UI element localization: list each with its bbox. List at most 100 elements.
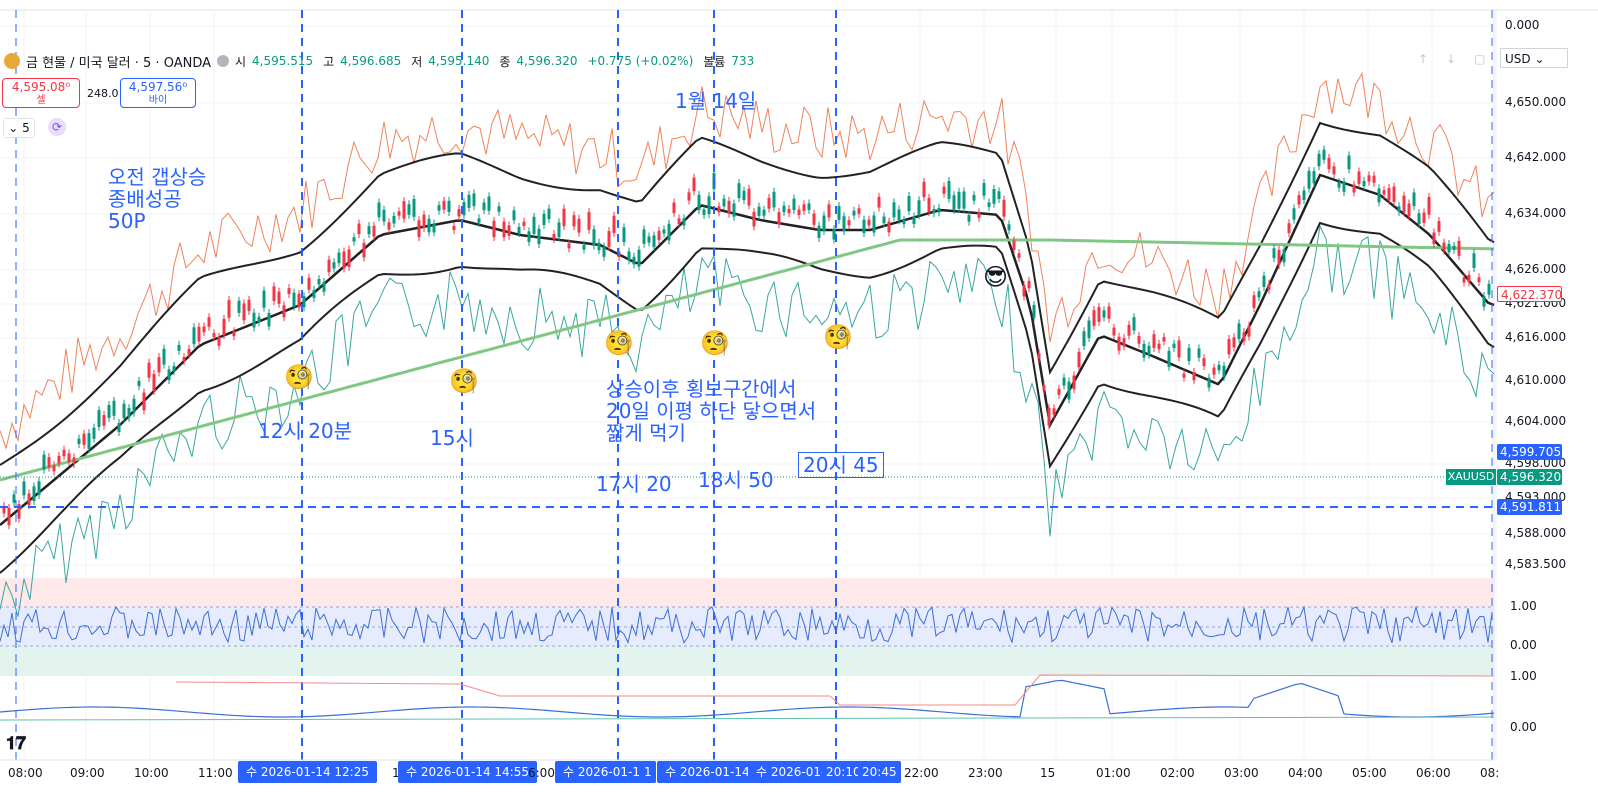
- candle-body: [227, 300, 231, 318]
- scale-controls[interactable]: ↑↓▢: [1418, 52, 1504, 66]
- price-tick-label: 4,583.500: [1505, 557, 1567, 571]
- candle-body: [22, 481, 26, 496]
- candle-body: [167, 369, 171, 381]
- candle-body: [702, 209, 706, 215]
- candle-body: [432, 223, 436, 233]
- candle-body: [527, 231, 531, 243]
- candle-body: [192, 327, 196, 344]
- indicator-tick-label: 1.00: [1510, 599, 1537, 613]
- candle-body: [597, 242, 601, 251]
- candle-body: [427, 218, 431, 233]
- candle-body: [907, 195, 911, 212]
- candle-body: [1077, 351, 1081, 368]
- chevron-down-icon: ⌄: [8, 121, 19, 135]
- candle-body: [632, 256, 636, 265]
- candle-body: [562, 208, 566, 227]
- candle-body: [812, 213, 816, 225]
- candle-body: [1407, 203, 1411, 217]
- time-axis-label: 02:00: [1160, 766, 1195, 780]
- candle-body: [1307, 170, 1311, 189]
- candle-body: [107, 404, 111, 418]
- buy-button[interactable]: 4,597.56⁰ 바이: [120, 78, 196, 108]
- candle-body: [782, 205, 786, 213]
- interval-toggle[interactable]: ⌄ 5: [3, 118, 35, 138]
- indicator2-threshold-line: [175, 674, 1495, 706]
- candle-body: [912, 216, 916, 225]
- market-status-icon: [217, 55, 229, 67]
- candle-body: [277, 291, 281, 304]
- price-tick-label: 4,650.000: [1505, 95, 1567, 109]
- candle-body: [87, 433, 91, 449]
- candle-body: [82, 433, 86, 445]
- candle-body: [367, 226, 371, 235]
- candle-body: [722, 198, 726, 207]
- candle-body: [867, 219, 871, 226]
- candle-body: [52, 465, 56, 472]
- candle-body: [1472, 253, 1476, 269]
- candle-body: [627, 251, 631, 261]
- candle-body: [517, 227, 521, 233]
- candle-body: [27, 493, 31, 506]
- candle-body: [1342, 181, 1346, 192]
- candle-body: [792, 198, 796, 211]
- annotation-1720: 17시 20: [596, 472, 672, 496]
- candle-body: [92, 427, 96, 439]
- candle-body: [897, 209, 901, 221]
- candle-body: [607, 231, 611, 247]
- candle-body: [937, 207, 941, 213]
- candle-body: [1347, 155, 1351, 170]
- candle-body: [1297, 195, 1301, 205]
- candle-body: [762, 209, 766, 216]
- candle-body: [32, 486, 36, 501]
- candle-body: [572, 215, 576, 227]
- candle-body: [157, 357, 161, 373]
- refresh-icon[interactable]: ⟳: [48, 118, 66, 136]
- candle-body: [512, 210, 516, 221]
- candle-body: [622, 227, 626, 243]
- candle-body: [57, 455, 61, 464]
- candle-body: [1052, 408, 1056, 415]
- annotation-morning-gap: 오전 갭상승 종배성공 50P: [108, 165, 207, 233]
- ohlc-open-key: 시: [235, 54, 247, 69]
- volume-label: 볼륨: [703, 54, 726, 69]
- time-axis-label: 08:00: [8, 766, 43, 780]
- candle-body: [492, 220, 496, 238]
- candle-body: [577, 218, 581, 233]
- candle-body: [482, 202, 486, 211]
- candle-body: [917, 200, 921, 216]
- candle-body: [217, 336, 221, 346]
- candle-body: [12, 494, 16, 503]
- candle-body: [1257, 291, 1261, 298]
- candle-body: [1387, 188, 1391, 201]
- time-axis-label: 01:00: [1096, 766, 1131, 780]
- candle-body: [1042, 385, 1046, 391]
- candle-body: [17, 504, 21, 519]
- candle-body: [1017, 253, 1021, 258]
- candle-body: [487, 196, 491, 211]
- candle-body: [397, 211, 401, 216]
- time-axis-label: 23:00: [968, 766, 1003, 780]
- sell-button[interactable]: 4,595.08⁰ 셀: [2, 78, 80, 108]
- candle-body: [1202, 358, 1206, 366]
- annotation-date-title: 1월 14일: [675, 89, 757, 113]
- candle-body: [502, 221, 506, 238]
- candle-body: [1022, 285, 1026, 297]
- candle-body: [887, 221, 891, 233]
- candle-body: [1362, 180, 1366, 187]
- ohlc-low-value: 4,595.140: [428, 54, 490, 68]
- time-crosshair-tag: 수 2026-01-14: [657, 761, 758, 783]
- annotation-1850: 18시 50: [698, 468, 774, 492]
- candle-body: [342, 251, 346, 269]
- tradingview-logo-icon[interactable]: 𝟏𝟕: [6, 733, 27, 754]
- candle-body: [727, 200, 731, 214]
- candle-body: [967, 215, 971, 222]
- symbol-title[interactable]: 금 현물 / 미국 달러 · 5 · OANDA: [26, 55, 211, 71]
- currency-select[interactable]: USD ⌄: [1500, 48, 1568, 68]
- candle-body: [387, 222, 391, 230]
- oversold-zone: [0, 646, 1494, 676]
- candle-body: [207, 317, 211, 327]
- price-tick-label: 4,626.000: [1505, 262, 1567, 276]
- candle-body: [862, 219, 866, 234]
- candle-body: [1162, 337, 1166, 342]
